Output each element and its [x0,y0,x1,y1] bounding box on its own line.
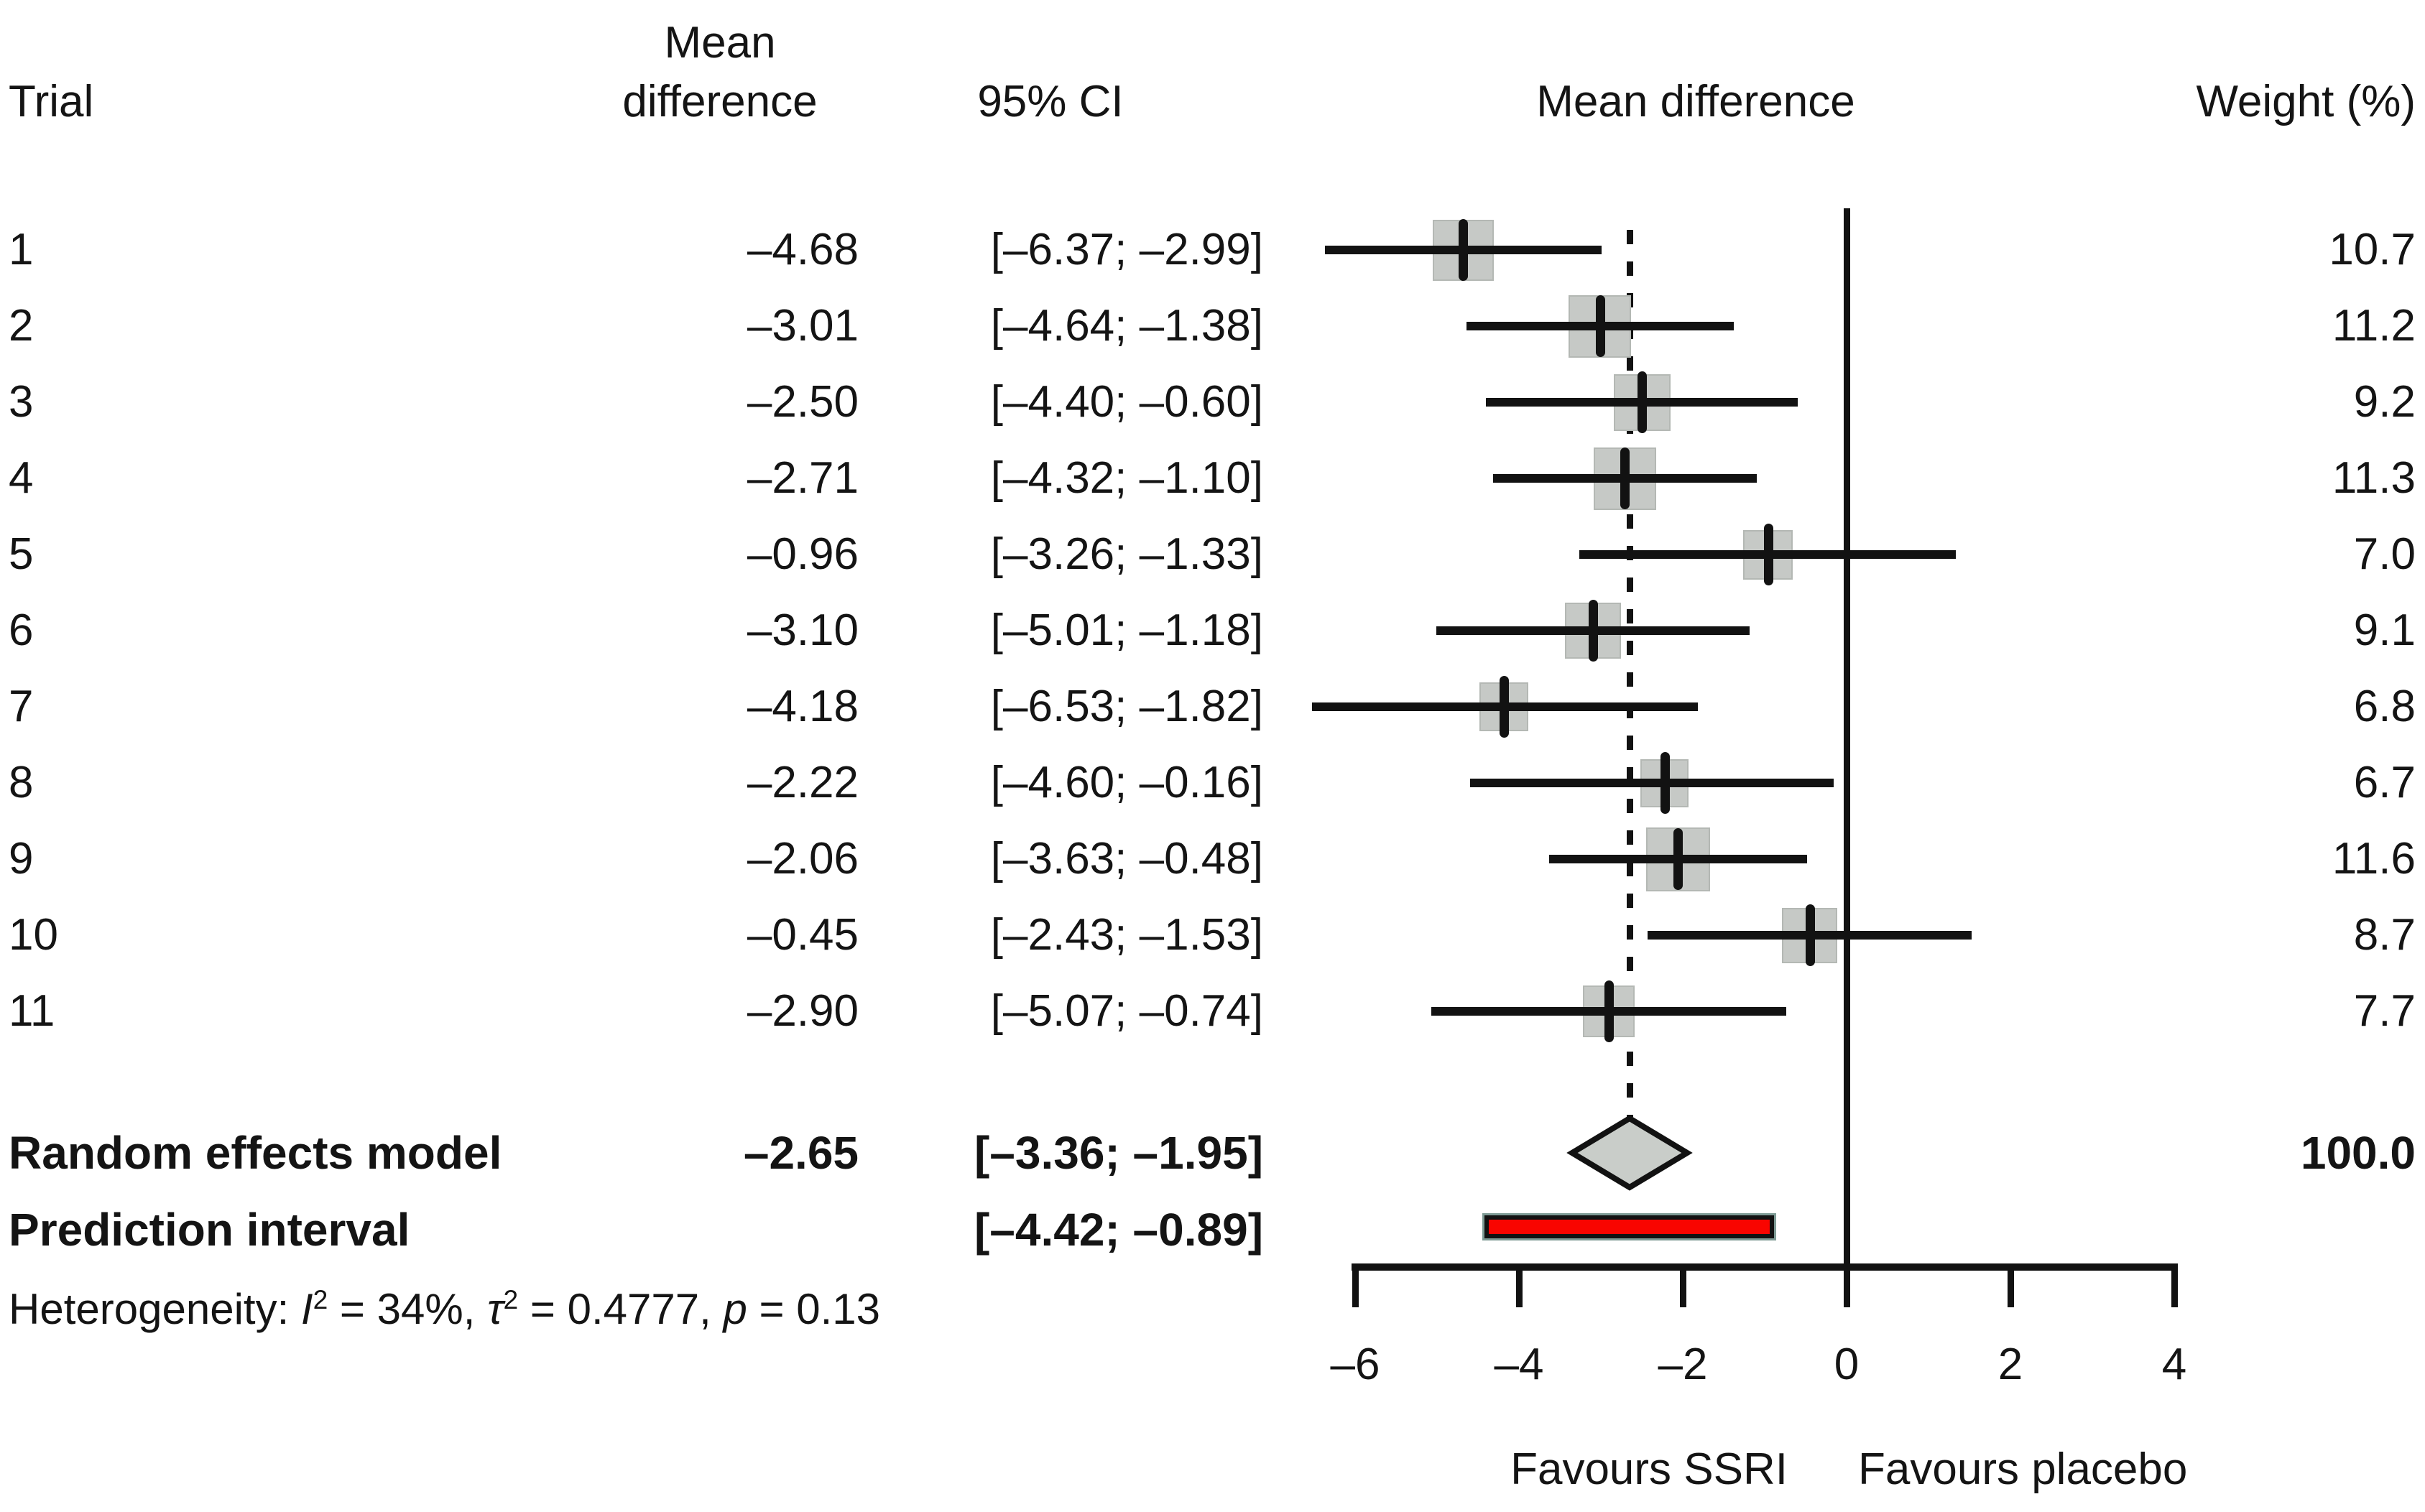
trial-weight-value: 11.6 [2332,834,2416,883]
heterogeneity-seg3: = 0.13 [747,1285,880,1333]
point-estimate-tick [1763,524,1773,585]
trial-weight-value: 10.7 [2329,225,2416,274]
ci-whisker [1469,779,1834,787]
trial-mean-value: –2.90 [747,986,859,1036]
x-axis-tick [1680,1267,1686,1307]
point-estimate-tick [1805,904,1815,966]
heterogeneity-tau-symbol: τ [487,1285,504,1333]
trial-weight-value: 11.3 [2332,453,2416,503]
trial-mean-value: –3.01 [747,301,859,351]
x-axis-tick [2008,1267,2014,1307]
pooled-estimate-dashed-line [1626,230,1633,1117]
trial-label: 2 [9,301,34,351]
trial-label: 5 [9,529,34,579]
column-header-mean-line2: difference [622,77,818,126]
trial-ci-value: [–5.01; –1.18] [990,606,1263,655]
point-estimate-tick [1459,219,1469,281]
column-header-weight: Weight (%) [2196,77,2416,126]
trial-mean-value: –4.68 [747,225,859,274]
trial-mean-value: –2.50 [747,377,859,427]
x-axis-tick-label: 0 [1834,1340,1860,1389]
x-axis-tick-label: 2 [1997,1340,2023,1389]
trial-ci-value: [–3.63; –0.48] [990,834,1263,883]
column-header-ci: 95% CI [977,77,1124,126]
summary-diamond-shape [1566,1115,1693,1191]
prediction-label: Prediction interval [9,1204,410,1256]
summary-weight-value: 100.0 [2300,1127,2416,1179]
trial-mean-value: –2.06 [747,834,859,883]
trial-weight-value: 11.2 [2332,301,2416,351]
heterogeneity-tau-sup: 2 [503,1284,519,1314]
x-axis-tick-label: –2 [1658,1340,1708,1389]
trial-label: 4 [9,453,34,503]
column-header-trial: Trial [9,77,94,126]
trial-weight-value: 6.7 [2353,758,2416,807]
trial-ci-value: [–3.26; –1.33] [990,529,1263,579]
trial-ci-value: [–4.40; –0.60] [990,377,1263,427]
trial-ci-value: [–6.37; –2.99] [990,225,1263,274]
trial-label: 1 [9,225,34,274]
trial-weight-value: 9.1 [2353,606,2416,655]
summary-diamond [1566,1115,1693,1191]
point-estimate-tick [1620,447,1630,509]
heterogeneity-p-symbol: p [723,1285,747,1333]
trial-label: 10 [9,910,58,960]
trial-mean-value: –0.45 [747,910,859,960]
column-header-plot: Mean difference [1536,77,1855,126]
heterogeneity-i-symbol: I [300,1285,313,1333]
trial-label: 7 [9,682,34,731]
trial-weight-value: 7.0 [2353,529,2416,579]
trial-mean-value: –2.71 [747,453,859,503]
x-axis-tick [1844,1267,1850,1307]
trial-ci-value: [–4.60; –0.16] [990,758,1263,807]
zero-reference-line [1844,208,1850,1267]
heterogeneity-prefix: Heterogeneity: [9,1285,301,1333]
prediction-interval-bar [1482,1213,1776,1240]
x-axis-tick [1352,1267,1359,1307]
trial-mean-value: –3.10 [747,606,859,655]
trial-weight-value: 7.7 [2353,986,2416,1036]
point-estimate-tick [1604,980,1615,1042]
trial-ci-value: [–2.43; –1.53] [990,910,1263,960]
point-estimate-tick [1660,752,1670,814]
heterogeneity-i-sup: 2 [313,1284,328,1314]
point-estimate-tick [1673,828,1683,890]
trial-label: 9 [9,834,34,883]
x-axis-tick [1516,1267,1523,1307]
point-estimate-tick [1500,676,1510,738]
x-axis-tick-label: –6 [1330,1340,1380,1389]
trial-ci-value: [–5.07; –0.74] [990,986,1263,1036]
trial-ci-value: [–6.53; –1.82] [990,682,1263,731]
x-axis-tick [2171,1267,2178,1307]
summary-mean-value: –2.65 [743,1127,859,1179]
trial-label: 8 [9,758,34,807]
trial-weight-value: 9.2 [2353,377,2416,427]
prediction-ci-value: [–4.42; –0.89] [974,1204,1263,1256]
trial-mean-value: –2.22 [747,758,859,807]
trial-mean-value: –4.18 [747,682,859,731]
trial-weight-value: 6.8 [2353,682,2416,731]
trial-ci-value: [–4.32; –1.10] [990,453,1263,503]
summary-label: Random effects model [9,1127,502,1179]
column-header-mean-line1: Mean [664,18,776,68]
favours-right-label: Favours placebo [1858,1444,2188,1494]
favours-left-label: Favours SSRI [1510,1444,1788,1494]
x-axis-tick-label: 4 [2161,1340,2187,1389]
trial-ci-value: [–4.64; –1.38] [990,301,1263,351]
trial-weight-value: 8.7 [2353,910,2416,960]
summary-ci-value: [–3.36; –1.95] [974,1127,1263,1179]
x-axis-tick-label: –4 [1494,1340,1544,1389]
trial-label: 6 [9,606,34,655]
point-estimate-tick [1638,371,1647,433]
trial-label: 3 [9,377,34,427]
point-estimate-tick [1595,295,1605,357]
x-axis-line [1352,1263,2178,1271]
heterogeneity-seg2: = 0.4777, [518,1285,724,1333]
heterogeneity-text: Heterogeneity: I2 = 34%, τ2 = 0.4777, p … [9,1279,1302,1340]
heterogeneity-seg1: = 34%, [328,1285,488,1333]
trial-mean-value: –0.96 [747,529,859,579]
point-estimate-tick [1588,600,1598,662]
trial-label: 11 [9,986,55,1036]
